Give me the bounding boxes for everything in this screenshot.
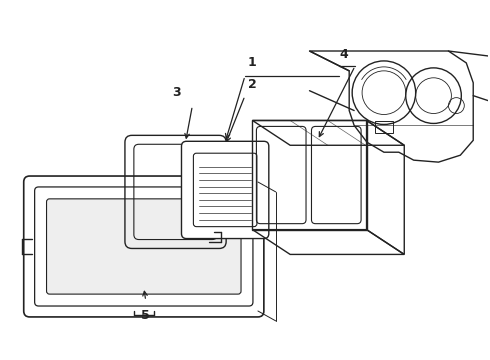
FancyBboxPatch shape [35, 187, 253, 306]
FancyBboxPatch shape [24, 176, 264, 317]
Text: 3: 3 [172, 86, 180, 99]
Text: 2: 2 [248, 78, 257, 91]
FancyBboxPatch shape [47, 199, 241, 294]
Text: 1: 1 [248, 56, 257, 69]
FancyBboxPatch shape [194, 153, 257, 227]
Text: 4: 4 [339, 48, 348, 61]
FancyBboxPatch shape [181, 141, 269, 239]
Text: 5: 5 [142, 309, 150, 322]
